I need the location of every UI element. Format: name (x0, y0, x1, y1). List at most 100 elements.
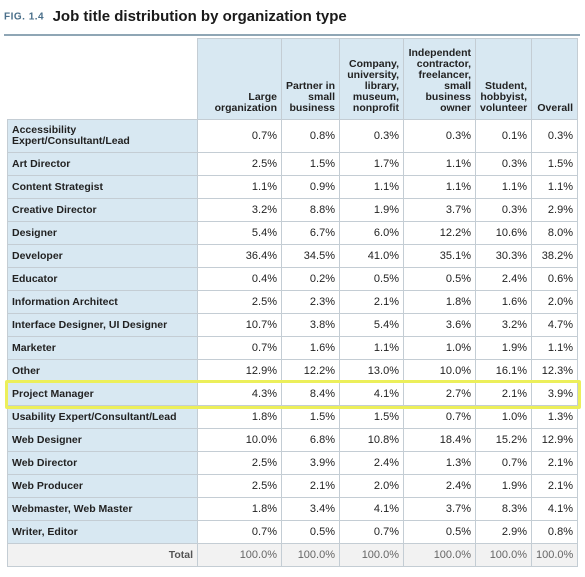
row-label: Educator (7, 267, 198, 291)
total-cell: 100.0% (197, 543, 282, 567)
table-cell: 0.8% (531, 520, 578, 544)
total-cell: 100.0% (339, 543, 404, 567)
table-row: Web Producer 2.5% 2.1% 2.0% 2.4% 1.9% 2.1% (7, 474, 578, 498)
table-cell: 0.5% (339, 267, 404, 291)
table-cell: 4.1% (339, 382, 404, 406)
table-cell: 0.7% (339, 520, 404, 544)
table-cell: 1.1% (475, 175, 532, 199)
table-cell: 35.1% (403, 244, 476, 268)
column-header: Overall (531, 38, 578, 120)
table-cell: 1.5% (339, 405, 404, 429)
total-label: Total (7, 543, 198, 567)
table-cell: 3.2% (197, 198, 282, 222)
table-body: Accessibility Expert/Consultant/Lead 0.7%… (7, 119, 578, 544)
table-cell: 1.5% (281, 152, 340, 176)
table-cell: 2.4% (475, 267, 532, 291)
table-cell: 2.5% (197, 474, 282, 498)
table-cell: 1.1% (339, 336, 404, 360)
table-cell: 1.1% (197, 175, 282, 199)
table-cell: 8.4% (281, 382, 340, 406)
table-cell: 3.9% (281, 451, 340, 475)
row-label: Web Producer (7, 474, 198, 498)
table-cell: 1.8% (403, 290, 476, 314)
total-cell: 100.0% (281, 543, 340, 567)
table-cell: 0.5% (403, 267, 476, 291)
row-label: Information Architect (7, 290, 198, 314)
table-cell: 3.7% (403, 198, 476, 222)
table-cell: 0.2% (281, 267, 340, 291)
table-cell: 38.2% (531, 244, 578, 268)
table-cell: 12.3% (531, 359, 578, 383)
column-header: Company, university, library, museum, no… (339, 38, 404, 120)
table-cell: 10.0% (403, 359, 476, 383)
table-cell: 41.0% (339, 244, 404, 268)
table-cell: 2.1% (339, 290, 404, 314)
table-cell: 3.8% (281, 313, 340, 337)
table-row: Project Manager 4.3% 8.4% 4.1% 2.7% 2.1% 3.9% (7, 382, 578, 406)
column-header: Partner in small business (281, 38, 340, 120)
table-cell: 0.7% (197, 119, 282, 153)
table-cell: 2.5% (197, 451, 282, 475)
table-cell: 1.9% (475, 474, 532, 498)
table-row: Content Strategist 1.1% 0.9% 1.1% 1.1% 1.1% 1.… (7, 175, 578, 199)
table-cell: 1.1% (531, 175, 578, 199)
table-cell: 1.5% (281, 405, 340, 429)
table-cell: 10.8% (339, 428, 404, 452)
table-cell: 1.9% (475, 336, 532, 360)
table-cell: 1.5% (531, 152, 578, 176)
row-label: Web Director (7, 451, 198, 475)
table-cell: 10.6% (475, 221, 532, 245)
table-cell: 0.3% (403, 119, 476, 153)
table-cell: 1.7% (339, 152, 404, 176)
table-cell: 36.4% (197, 244, 282, 268)
table-cell: 30.3% (475, 244, 532, 268)
row-label: Usability Expert/Consultant/Lead (7, 405, 198, 429)
row-label: Other (7, 359, 198, 383)
table-cell: 2.1% (531, 474, 578, 498)
table-row: Accessibility Expert/Consultant/Lead 0.7%… (7, 119, 578, 153)
table-cell: 0.8% (281, 119, 340, 153)
table-cell: 1.1% (531, 336, 578, 360)
table-cell: 1.9% (339, 198, 404, 222)
table-cell: 0.3% (475, 198, 532, 222)
table-cell: 1.0% (403, 336, 476, 360)
table-row: Information Architect 2.5% 2.3% 2.1% 1.8% 1.6… (7, 290, 578, 314)
table-cell: 2.1% (531, 451, 578, 475)
table-row: Writer, Editor 0.7% 0.5% 0.7% 0.5% 2.9% 0.8% (7, 520, 578, 544)
table-cell: 0.3% (475, 152, 532, 176)
table-cell: 34.5% (281, 244, 340, 268)
row-label: Writer, Editor (7, 520, 198, 544)
table-row: Usability Expert/Consultant/Lead 1.8% 1.5%… (7, 405, 578, 429)
row-label: Content Strategist (7, 175, 198, 199)
table-row: Developer 36.4% 34.5% 41.0% 35.1% 30.3% 38.2% (7, 244, 578, 268)
table-cell: 1.1% (403, 175, 476, 199)
table-row: Creative Director 3.2% 8.8% 1.9% 3.7% 0.3% 2.9… (7, 198, 578, 222)
table-cell: 0.3% (531, 119, 578, 153)
table-cell: 3.2% (475, 313, 532, 337)
table-cell: 1.1% (339, 175, 404, 199)
table-cell: 2.1% (475, 382, 532, 406)
table-cell: 2.0% (339, 474, 404, 498)
table-row: Art Director 2.5% 1.5% 1.7% 1.1% 0.3% 1.5% (7, 152, 578, 176)
total-row: Total 100.0% 100.0% 100.0% 100.0% 100.0%… (7, 543, 578, 567)
row-label: Accessibility Expert/Consultant/Lead (7, 119, 198, 153)
table-cell: 1.3% (531, 405, 578, 429)
row-label: Interface Designer, UI Designer (7, 313, 198, 337)
table-cell: 0.4% (197, 267, 282, 291)
row-label: Project Manager (7, 382, 198, 406)
table-cell: 1.0% (475, 405, 532, 429)
table-cell: 0.9% (281, 175, 340, 199)
table-cell: 10.0% (197, 428, 282, 452)
table-cell: 4.1% (531, 497, 578, 521)
table-cell: 2.3% (281, 290, 340, 314)
table-cell: 2.5% (197, 152, 282, 176)
table-cell: 2.9% (531, 198, 578, 222)
table-cell: 12.2% (281, 359, 340, 383)
header-corner (7, 38, 198, 120)
table-row: Web Designer 10.0% 6.8% 10.8% 18.4% 15.2% 12.9… (7, 428, 578, 452)
table-cell: 1.6% (475, 290, 532, 314)
table-cell: 3.7% (403, 497, 476, 521)
table-cell: 1.8% (197, 405, 282, 429)
table-row: Web Director 2.5% 3.9% 2.4% 1.3% 0.7% 2.1% (7, 451, 578, 475)
figure-header: FIG. 1.4 Job title distribution by organ… (4, 8, 580, 36)
